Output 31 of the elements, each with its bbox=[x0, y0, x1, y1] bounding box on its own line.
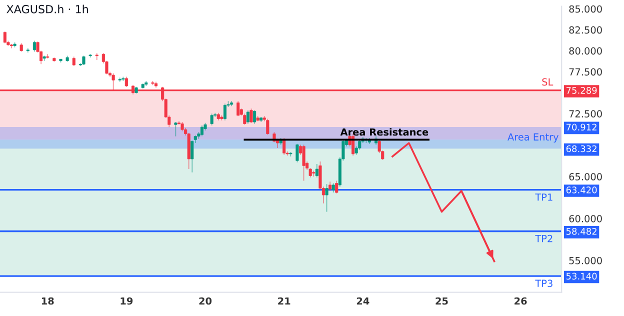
y2-tick-label: 68.332 bbox=[566, 145, 596, 152]
x-tick-label: 20 bbox=[199, 297, 212, 305]
ref-line-label: SL bbox=[542, 78, 554, 86]
x-tick-label: 18 bbox=[42, 297, 54, 305]
line-series bbox=[392, 142, 496, 262]
x-tick-label: 21 bbox=[278, 297, 290, 305]
candlestick bbox=[95, 52, 98, 60]
x-tick-label: 25 bbox=[436, 297, 448, 305]
y-tick-label: 60.000 bbox=[569, 214, 602, 222]
y-tick-label: 72.500 bbox=[569, 110, 602, 118]
y-tick-label: 80.000 bbox=[569, 47, 602, 55]
y2-tick-label: 70.912 bbox=[566, 124, 596, 131]
y-tick-label: 65.000 bbox=[569, 173, 602, 180]
y-tick-label: 82.500 bbox=[569, 26, 602, 34]
x-tick-label: 26 bbox=[514, 297, 527, 305]
y-tick-label: 77.500 bbox=[569, 68, 602, 76]
series-label: Area Resistance bbox=[340, 128, 428, 136]
ref-line-label: TP3 bbox=[535, 280, 552, 288]
x-tick-label: 24 bbox=[356, 297, 370, 305]
y2-tick-label: 58.482 bbox=[566, 228, 596, 235]
candlestick bbox=[312, 170, 316, 177]
band-label: Area Entry bbox=[508, 133, 559, 143]
x-tick-label: 19 bbox=[120, 297, 133, 305]
y-tick-label: 85.000 bbox=[569, 5, 602, 13]
ref-line-label: TP1 bbox=[535, 194, 552, 201]
y2-tick-label: 63.420 bbox=[566, 186, 597, 194]
y-tick-label: 55.000 bbox=[569, 256, 602, 264]
chart-title: XAGUSD.h · 1h bbox=[6, 4, 88, 14]
y2-tick-label: 53.140 bbox=[566, 272, 597, 280]
y2-tick-label: 75.289 bbox=[566, 87, 597, 94]
ref-line-label: TP2 bbox=[535, 234, 552, 242]
